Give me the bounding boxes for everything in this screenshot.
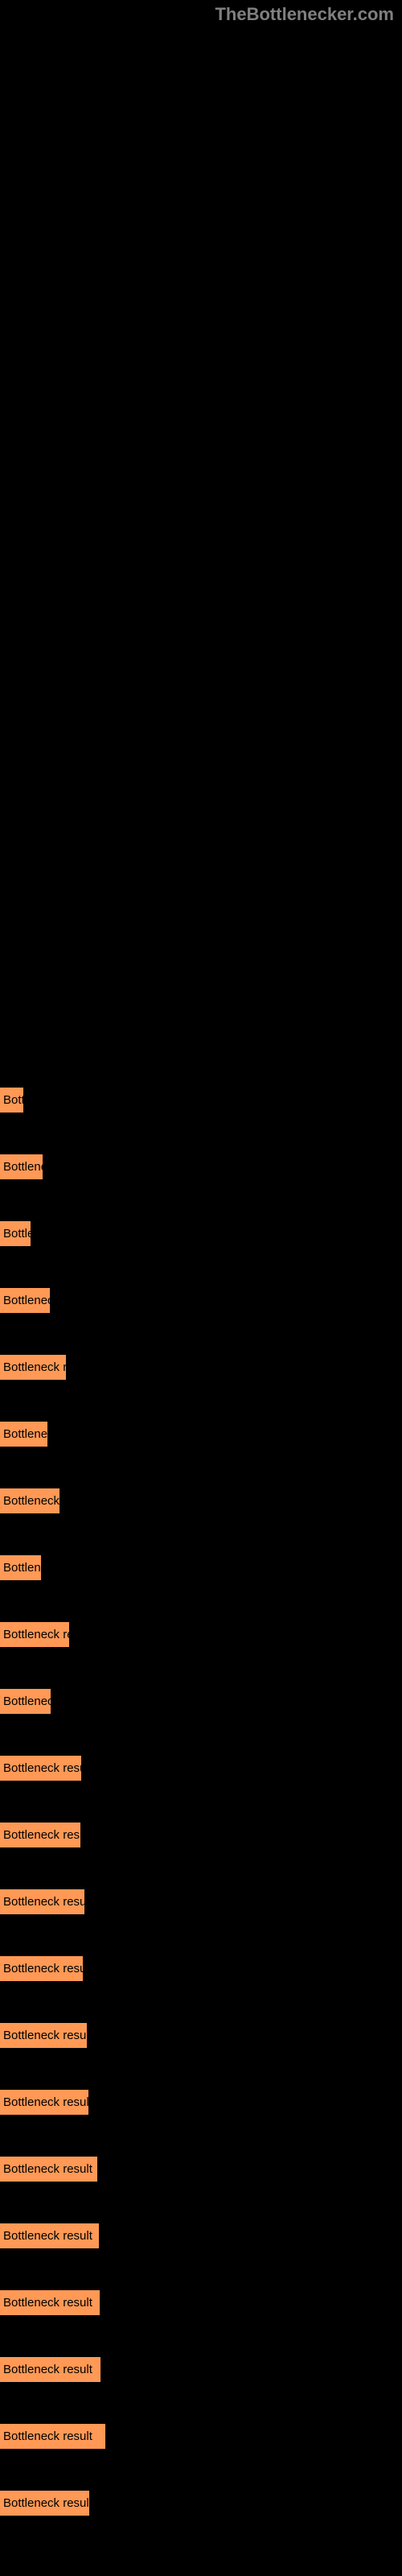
- result-row: Bottleneck result: [0, 1889, 402, 1918]
- result-row: Bottleneck res: [0, 1622, 402, 1651]
- result-label[interactable]: Bottleneck res: [0, 1622, 69, 1647]
- result-row: Bottleneck result: [0, 2357, 402, 2386]
- result-row: Bottleneck r: [0, 1488, 402, 1517]
- result-label[interactable]: Bottleneck result: [0, 2491, 89, 2516]
- result-label[interactable]: Bottleneck result: [0, 2357, 100, 2382]
- result-label[interactable]: Bottleneck result: [0, 1756, 81, 1781]
- result-label[interactable]: Bottleneck r: [0, 1488, 59, 1513]
- result-row: Bottleneck: [0, 1288, 402, 1317]
- result-label[interactable]: Bottleneck result: [0, 2223, 99, 2248]
- result-label[interactable]: Bottlene: [0, 1555, 41, 1580]
- result-label[interactable]: Bottleneck result: [0, 2023, 87, 2048]
- results-list: Bott Bottlene Bottle Bottleneck Bottleneck r…: [0, 25, 402, 2520]
- result-label[interactable]: Bottle: [0, 1221, 31, 1246]
- result-label[interactable]: Bottleneck re: [0, 1355, 66, 1380]
- result-label[interactable]: Bottleneck result: [0, 1956, 83, 1981]
- result-row: Bottleneck result: [0, 1956, 402, 1985]
- result-label[interactable]: Bottleneck: [0, 1689, 51, 1714]
- result-row: Bottleneck result: [0, 2491, 402, 2520]
- result-row: Bottleneck: [0, 1422, 402, 1451]
- result-label[interactable]: Bottleneck result: [0, 1823, 80, 1847]
- result-label[interactable]: Bottleneck result: [0, 2157, 97, 2182]
- site-header: TheBottlenecker.com: [0, 0, 402, 25]
- result-label[interactable]: Bottleneck result: [0, 2290, 100, 2315]
- result-label[interactable]: Bottleneck result: [0, 2090, 88, 2115]
- result-label[interactable]: Bottleneck result: [0, 2424, 105, 2449]
- result-row: Bottleneck result: [0, 2023, 402, 2052]
- result-row: Bottlene: [0, 1555, 402, 1584]
- result-row: Bottleneck re: [0, 1355, 402, 1384]
- result-row: Bottlene: [0, 1154, 402, 1183]
- result-row: Bottleneck result: [0, 2157, 402, 2186]
- result-row: Bottleneck result: [0, 2290, 402, 2319]
- result-label[interactable]: Bottleneck result: [0, 1889, 84, 1914]
- result-row: Bottleneck result: [0, 2223, 402, 2252]
- result-row: Bott: [0, 1088, 402, 1117]
- result-label[interactable]: Bottleneck: [0, 1422, 47, 1447]
- result-row: Bottleneck result: [0, 1823, 402, 1852]
- result-label[interactable]: Bottleneck: [0, 1288, 50, 1313]
- result-row: Bottleneck result: [0, 1756, 402, 1785]
- result-row: Bottleneck: [0, 1689, 402, 1718]
- result-label[interactable]: Bottlene: [0, 1154, 43, 1179]
- result-label[interactable]: Bott: [0, 1088, 23, 1113]
- result-row: Bottleneck result: [0, 2090, 402, 2119]
- result-row: Bottle: [0, 1221, 402, 1250]
- result-row: Bottleneck result: [0, 2424, 402, 2453]
